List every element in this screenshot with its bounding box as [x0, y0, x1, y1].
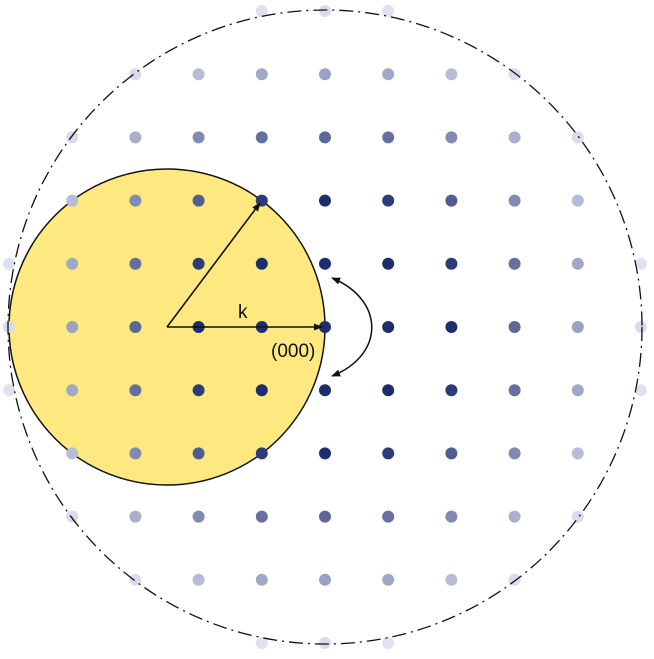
lattice-point [129, 321, 142, 333]
lattice-point [508, 131, 521, 144]
lattice-point [319, 257, 331, 270]
lattice-point [255, 5, 268, 17]
lattice-point [192, 257, 205, 270]
lattice-point [571, 510, 584, 523]
lattice-point [319, 131, 331, 144]
lattice-point [255, 257, 268, 270]
lattice-point [571, 194, 584, 207]
lattice-point [319, 447, 331, 460]
k-prime-vector [166, 202, 261, 328]
lattice-point [382, 321, 395, 333]
lattice-point [508, 447, 521, 460]
lattice-point [445, 447, 458, 460]
rotation-arrow [331, 277, 373, 377]
lattice-point [192, 510, 205, 523]
lattice-point [66, 384, 79, 397]
lattice-point [129, 194, 142, 207]
lattice-point [192, 447, 205, 460]
lattice-point [129, 68, 142, 81]
lattice-point [382, 384, 395, 397]
lattice-point [255, 447, 268, 460]
lattice-point [445, 68, 458, 81]
lattice-point [508, 257, 521, 270]
lattice-point [66, 510, 79, 523]
lattice-point [382, 573, 395, 586]
lattice-point [508, 194, 521, 207]
lattice-point [571, 447, 584, 460]
lattice-point [508, 384, 521, 397]
lattice-point [571, 131, 584, 144]
k-label: k [238, 302, 248, 323]
lattice-point [66, 131, 79, 144]
lattice-point [192, 384, 205, 397]
lattice-point [382, 194, 395, 207]
lattice-point [66, 194, 79, 207]
lattice-point [129, 257, 142, 270]
lattice-point [382, 5, 395, 17]
lattice-point [255, 384, 268, 397]
lattice-point [255, 68, 268, 81]
lattice-point [445, 384, 458, 397]
lattice-point [445, 194, 458, 207]
lattice-point [255, 510, 268, 523]
lattice-point [635, 257, 647, 270]
lattice-point [635, 384, 647, 397]
lattice-point [66, 257, 79, 270]
lattice-point [129, 131, 142, 144]
lattice-point [255, 573, 268, 586]
lattice-point [3, 257, 15, 270]
lattice-point [382, 447, 395, 460]
lattice-point [571, 384, 584, 397]
lattice-point [382, 637, 395, 649]
lattice-point [319, 510, 331, 523]
lattice-point [508, 510, 521, 523]
lattice-point [445, 321, 458, 333]
lattice-point [319, 68, 331, 81]
lattice-point [255, 194, 268, 207]
lattice-point [571, 257, 584, 270]
lattice-point [382, 257, 395, 270]
lattice-point [192, 68, 205, 81]
limiting-sphere [7, 9, 643, 645]
lattice-point [255, 131, 268, 144]
lattice-point [255, 637, 268, 649]
lattice-point [319, 384, 331, 397]
lattice-point [382, 68, 395, 81]
lattice-point [445, 131, 458, 144]
lattice-point [571, 321, 584, 333]
lattice-point [3, 321, 15, 333]
lattice-point [129, 384, 142, 397]
lattice-point [129, 573, 142, 586]
lattice-point [192, 131, 205, 144]
lattice-point [445, 573, 458, 586]
lattice-point [382, 510, 395, 523]
lattice-point [382, 131, 395, 144]
lattice-point [319, 637, 331, 649]
lattice-point [508, 321, 521, 333]
origin-label: (000) [271, 341, 315, 362]
lattice-point [319, 5, 331, 17]
lattice-point [445, 257, 458, 270]
lattice-point [635, 321, 647, 333]
lattice-point [129, 447, 142, 460]
lattice-point [66, 321, 79, 333]
lattice-point [445, 510, 458, 523]
lattice-point [319, 573, 331, 586]
lattice-point [66, 447, 79, 460]
lattice-point [192, 573, 205, 586]
lattice-point [319, 194, 331, 207]
lattice-point [129, 510, 142, 523]
lattice-point [192, 194, 205, 207]
lattice-point [3, 384, 15, 397]
reciprocal-lattice [3, 5, 647, 649]
